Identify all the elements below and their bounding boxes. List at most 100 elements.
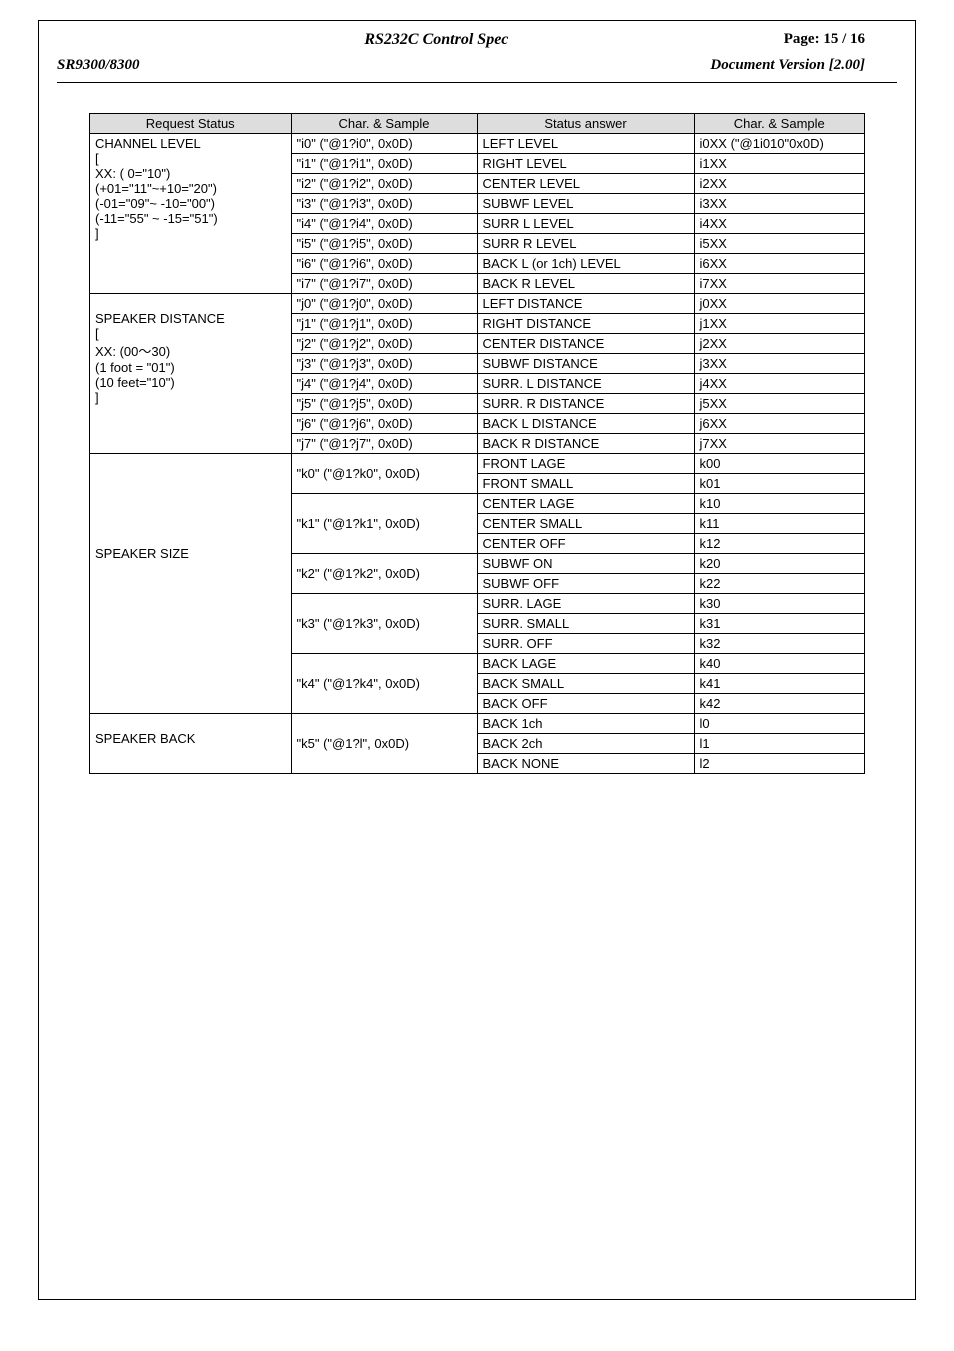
char-sample2-cell: k10 <box>694 494 865 514</box>
status-answer-cell: CENTER OFF <box>477 534 694 554</box>
char-sample-cell: "i6" ("@1?i6", 0x0D) <box>291 254 477 274</box>
char-sample-cell: "i4" ("@1?i4", 0x0D) <box>291 214 477 234</box>
status-answer-cell: CENTER LAGE <box>477 494 694 514</box>
status-answer-cell: SUBWF ON <box>477 554 694 574</box>
header-top: RS232C Control Spec Page: 15 / 16 <box>39 21 915 55</box>
char-sample-cell: "j7" ("@1?j7", 0x0D) <box>291 434 477 454</box>
char-sample2-cell: k40 <box>694 654 865 674</box>
status-answer-cell: BACK R LEVEL <box>477 274 694 294</box>
status-answer-cell: SUBWF OFF <box>477 574 694 594</box>
request-status-cell: SPEAKER BACK <box>90 714 292 774</box>
char-sample2-cell: j7XX <box>694 434 865 454</box>
col-header: Char. & Sample <box>291 114 477 134</box>
status-answer-cell: BACK LAGE <box>477 654 694 674</box>
status-answer-cell: BACK 2ch <box>477 734 694 754</box>
char-sample2-cell: k12 <box>694 534 865 554</box>
status-answer-cell: SURR. SMALL <box>477 614 694 634</box>
status-answer-cell: SUBWF LEVEL <box>477 194 694 214</box>
char-sample2-cell: j0XX <box>694 294 865 314</box>
status-answer-cell: CENTER DISTANCE <box>477 334 694 354</box>
char-sample-cell: "j2" ("@1?j2", 0x0D) <box>291 334 477 354</box>
col-header: Char. & Sample <box>694 114 865 134</box>
char-sample-cell: "i5" ("@1?i5", 0x0D) <box>291 234 477 254</box>
header-bottom: SR9300/8300 Document Version [2.00] <box>39 55 915 82</box>
table-header-row: Request Status Char. & Sample Status ans… <box>90 114 865 134</box>
char-sample-cell: "j6" ("@1?j6", 0x0D) <box>291 414 477 434</box>
char-sample-cell: "k1" ("@1?k1", 0x0D) <box>291 494 477 554</box>
status-answer-cell: CENTER LEVEL <box>477 174 694 194</box>
status-answer-cell: RIGHT LEVEL <box>477 154 694 174</box>
char-sample-cell: "j1" ("@1?j1", 0x0D) <box>291 314 477 334</box>
char-sample2-cell: i6XX <box>694 254 865 274</box>
doc-version: Document Version [2.00] <box>710 57 865 74</box>
char-sample2-cell: i5XX <box>694 234 865 254</box>
char-sample-cell: "i0" ("@1?i0", 0x0D) <box>291 134 477 154</box>
status-answer-cell: FRONT SMALL <box>477 474 694 494</box>
model-label: SR9300/8300 <box>57 57 140 74</box>
status-answer-cell: SURR. R DISTANCE <box>477 394 694 414</box>
char-sample-cell: "i7" ("@1?i7", 0x0D) <box>291 274 477 294</box>
char-sample2-cell: j2XX <box>694 334 865 354</box>
status-answer-cell: RIGHT DISTANCE <box>477 314 694 334</box>
char-sample2-cell: j6XX <box>694 414 865 434</box>
table-row: CHANNEL LEVEL[ XX: ( 0="10") (+01="11"~+… <box>90 134 865 154</box>
char-sample2-cell: k01 <box>694 474 865 494</box>
char-sample2-cell: i0XX ("@1i010"0x0D) <box>694 134 865 154</box>
status-answer-cell: BACK OFF <box>477 694 694 714</box>
table-row: SPEAKER BACK"k5" ("@1?l", 0x0D)BACK 1chl… <box>90 714 865 734</box>
spec-table: Request Status Char. & Sample Status ans… <box>89 113 865 774</box>
request-status-cell: SPEAKER SIZE <box>90 454 292 714</box>
doc-title: RS232C Control Spec <box>364 31 508 49</box>
char-sample2-cell: k32 <box>694 634 865 654</box>
char-sample-cell: "k3" ("@1?k3", 0x0D) <box>291 594 477 654</box>
char-sample-cell: "i3" ("@1?i3", 0x0D) <box>291 194 477 214</box>
char-sample2-cell: j1XX <box>694 314 865 334</box>
char-sample-cell: "k4" ("@1?k4", 0x0D) <box>291 654 477 714</box>
col-header: Request Status <box>90 114 292 134</box>
content-area: Request Status Char. & Sample Status ans… <box>39 83 915 804</box>
char-sample2-cell: k41 <box>694 674 865 694</box>
status-answer-cell: BACK 1ch <box>477 714 694 734</box>
char-sample2-cell: k42 <box>694 694 865 714</box>
char-sample2-cell: l1 <box>694 734 865 754</box>
status-answer-cell: BACK SMALL <box>477 674 694 694</box>
status-answer-cell: SURR R LEVEL <box>477 234 694 254</box>
status-answer-cell: SURR. OFF <box>477 634 694 654</box>
status-answer-cell: FRONT LAGE <box>477 454 694 474</box>
char-sample2-cell: k31 <box>694 614 865 634</box>
char-sample-cell: "j0" ("@1?j0", 0x0D) <box>291 294 477 314</box>
char-sample2-cell: j3XX <box>694 354 865 374</box>
table-row: SPEAKER SIZE"k0" ("@1?k0", 0x0D)FRONT LA… <box>90 454 865 474</box>
col-header: Status answer <box>477 114 694 134</box>
status-answer-cell: LEFT DISTANCE <box>477 294 694 314</box>
status-answer-cell: SURR L LEVEL <box>477 214 694 234</box>
char-sample2-cell: k00 <box>694 454 865 474</box>
char-sample2-cell: i1XX <box>694 154 865 174</box>
char-sample2-cell: l0 <box>694 714 865 734</box>
status-answer-cell: BACK L (or 1ch) LEVEL <box>477 254 694 274</box>
status-answer-cell: SUBWF DISTANCE <box>477 354 694 374</box>
status-answer-cell: BACK R DISTANCE <box>477 434 694 454</box>
char-sample-cell: "j3" ("@1?j3", 0x0D) <box>291 354 477 374</box>
status-answer-cell: LEFT LEVEL <box>477 134 694 154</box>
char-sample2-cell: j5XX <box>694 394 865 414</box>
page-number: Page: 15 / 16 <box>784 31 865 49</box>
status-answer-cell: SURR. L DISTANCE <box>477 374 694 394</box>
char-sample-cell: "k0" ("@1?k0", 0x0D) <box>291 454 477 494</box>
char-sample2-cell: k11 <box>694 514 865 534</box>
page-frame: RS232C Control Spec Page: 15 / 16 SR9300… <box>38 20 916 1300</box>
char-sample2-cell: j4XX <box>694 374 865 394</box>
char-sample2-cell: i2XX <box>694 174 865 194</box>
status-answer-cell: BACK NONE <box>477 754 694 774</box>
char-sample2-cell: k20 <box>694 554 865 574</box>
char-sample-cell: "k2" ("@1?k2", 0x0D) <box>291 554 477 594</box>
request-status-cell: CHANNEL LEVEL[ XX: ( 0="10") (+01="11"~+… <box>90 134 292 294</box>
char-sample-cell: "i2" ("@1?i2", 0x0D) <box>291 174 477 194</box>
char-sample2-cell: i4XX <box>694 214 865 234</box>
char-sample2-cell: i3XX <box>694 194 865 214</box>
status-answer-cell: SURR. LAGE <box>477 594 694 614</box>
char-sample2-cell: k30 <box>694 594 865 614</box>
status-answer-cell: BACK L DISTANCE <box>477 414 694 434</box>
char-sample-cell: "k5" ("@1?l", 0x0D) <box>291 714 477 774</box>
char-sample2-cell: l2 <box>694 754 865 774</box>
